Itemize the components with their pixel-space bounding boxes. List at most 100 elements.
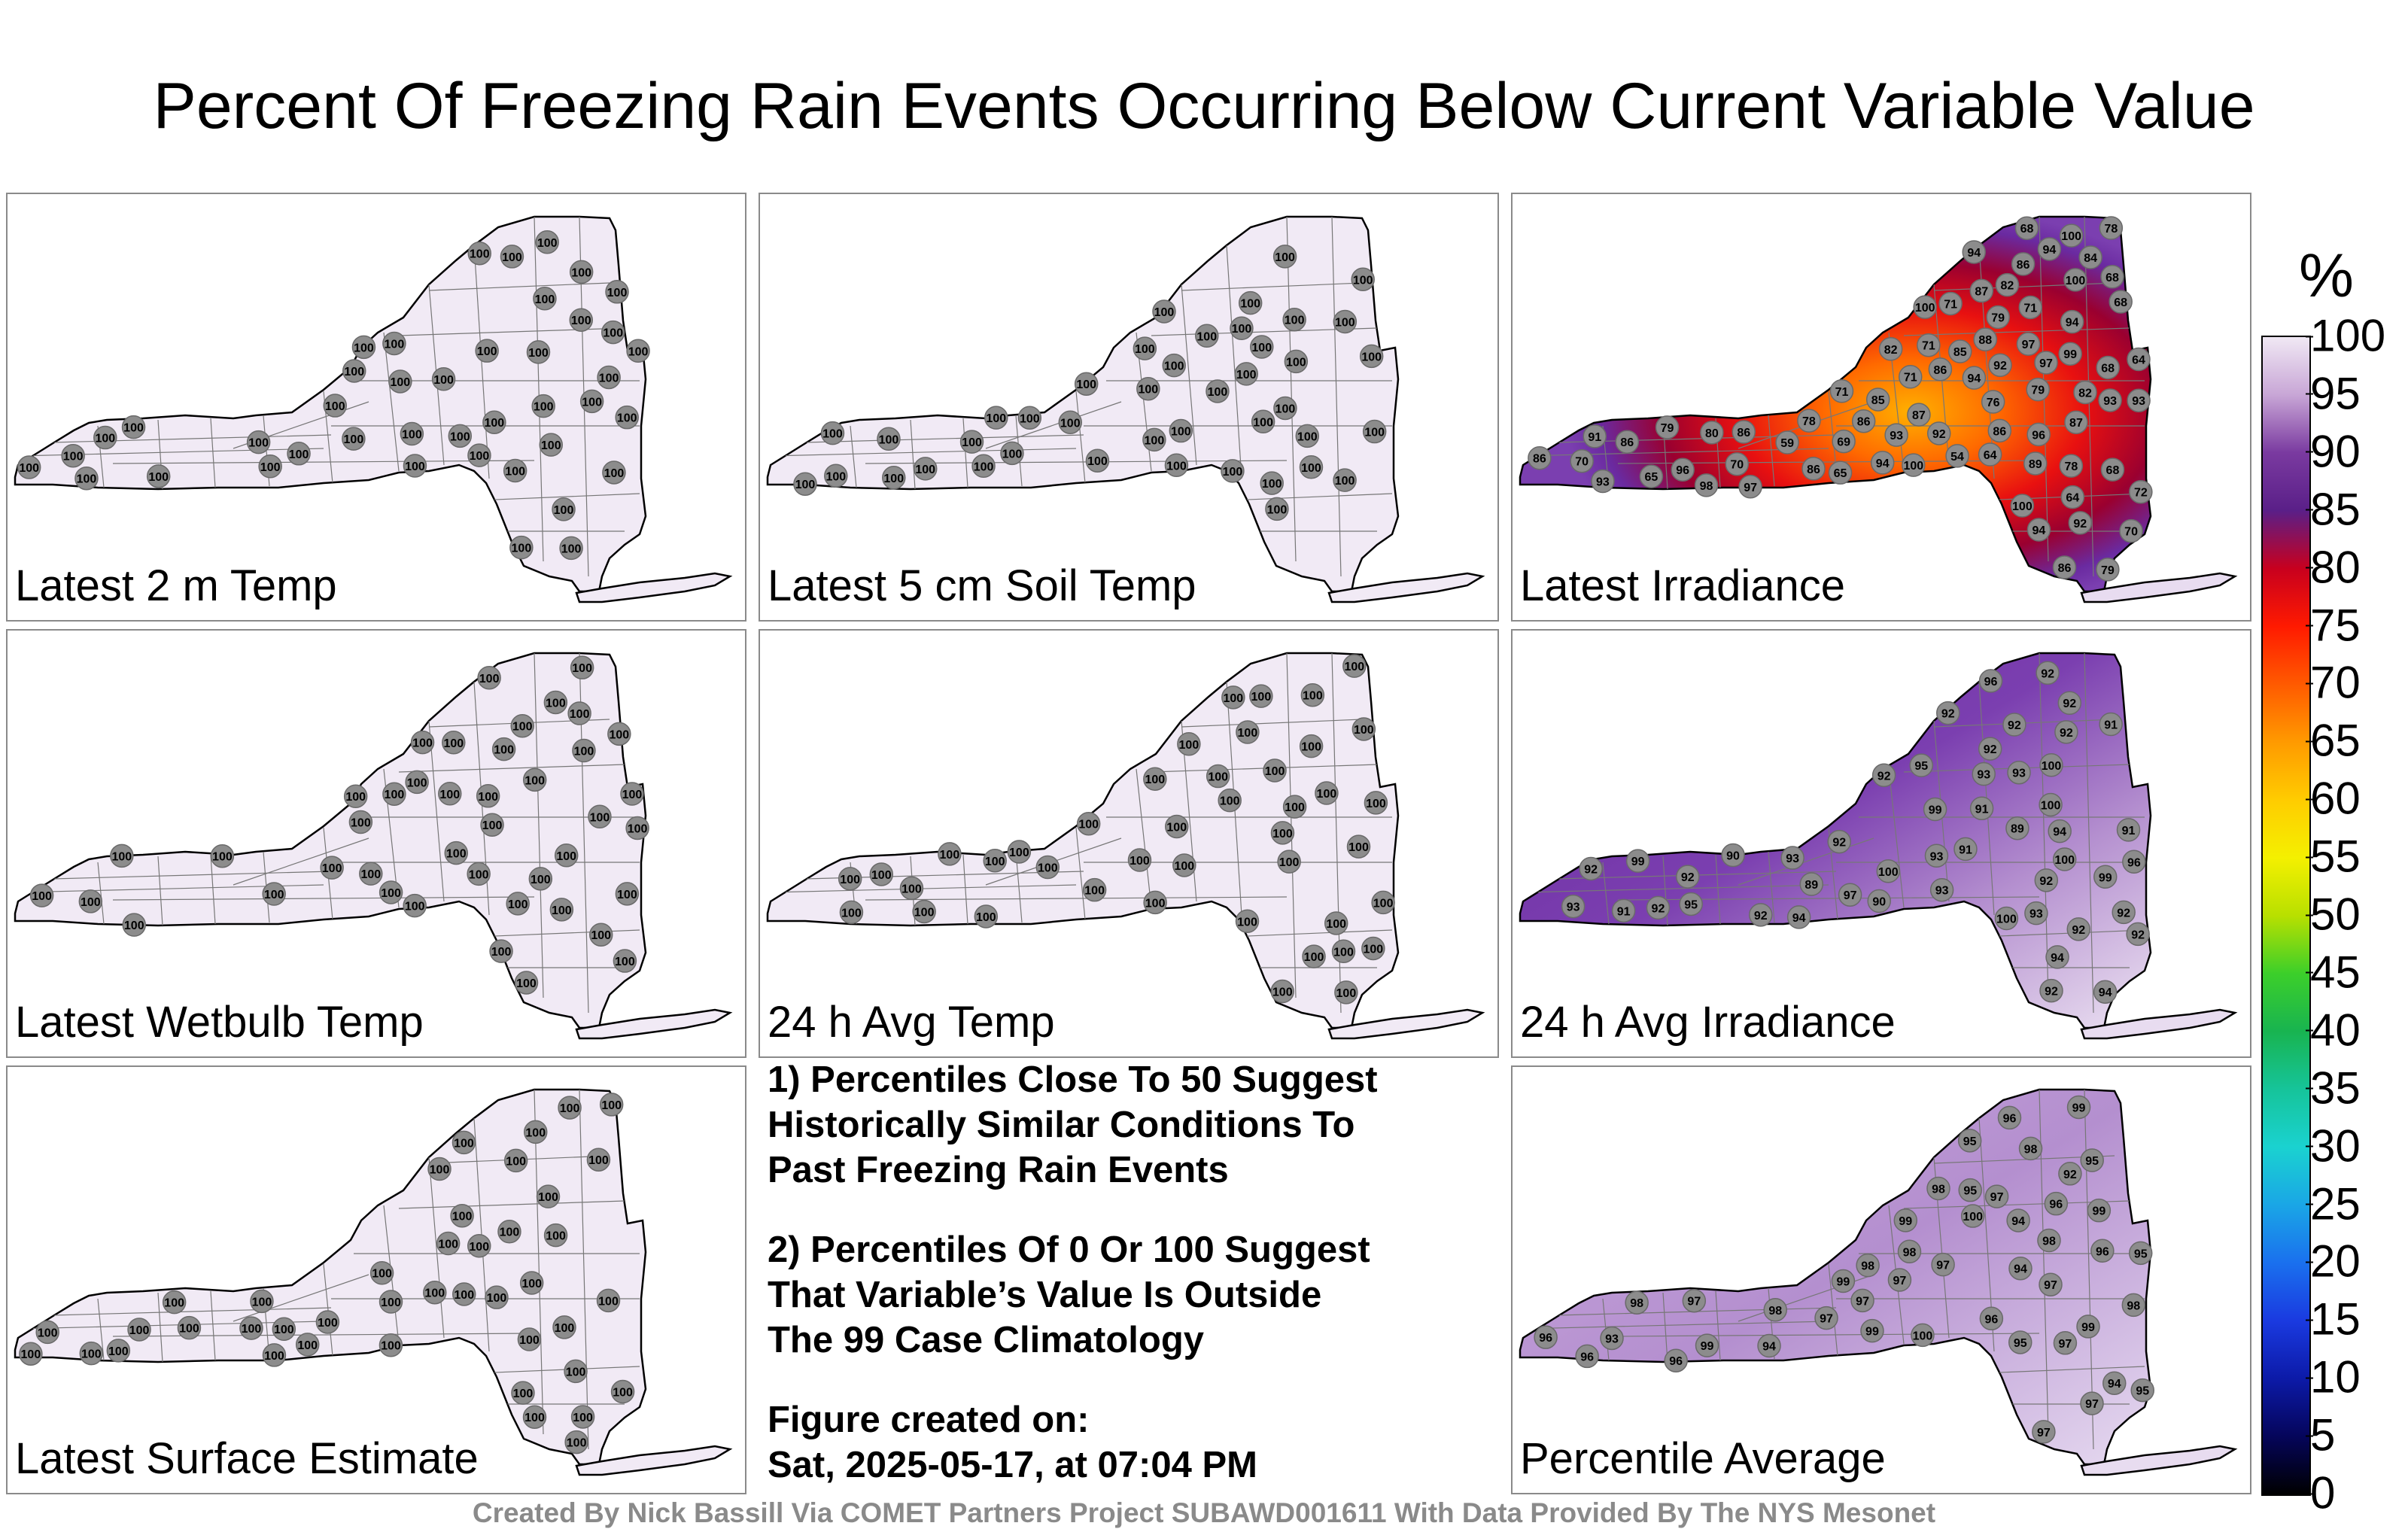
station-value: 100 (1272, 828, 1293, 840)
station-marker (1838, 883, 1862, 907)
station-marker (596, 1288, 621, 1313)
station-value: 100 (1251, 691, 1272, 704)
state-outline (14, 1088, 647, 1466)
station-marker (1979, 1306, 2004, 1331)
station-value: 100 (915, 464, 935, 476)
station-value: 100 (566, 1366, 586, 1378)
station-marker (323, 394, 348, 418)
ny-state-map: 9292918990929291929189909192929192939292… (1519, 652, 2238, 1040)
station-marker (2039, 753, 2063, 777)
station-marker (971, 454, 996, 479)
station-value: 93 (1567, 901, 1580, 914)
colorbar-tick-label: 10 (2306, 1351, 2361, 1403)
station-marker (511, 1381, 535, 1405)
station-marker (287, 442, 311, 466)
station-value: 100 (477, 345, 497, 358)
station-marker (1169, 418, 1193, 443)
station-value: 100 (469, 868, 489, 881)
station-value: 100 (63, 451, 84, 464)
station-marker (2127, 388, 2151, 412)
station-value: 97 (2044, 1279, 2057, 1292)
station-marker (554, 843, 579, 868)
station-value: 92 (2131, 929, 2145, 941)
station-marker (369, 1260, 394, 1285)
station-value: 100 (940, 849, 960, 862)
station-marker (522, 768, 547, 792)
station-marker (600, 320, 625, 345)
station-marker (1371, 890, 1395, 915)
station-marker (1962, 240, 1986, 264)
station-value: 100 (2054, 854, 2075, 867)
station-value: 70 (1575, 456, 1589, 469)
station-value: 71 (1944, 298, 1957, 311)
station-marker (262, 1343, 287, 1367)
station-marker (1177, 732, 1201, 756)
station-value: 95 (2014, 1337, 2027, 1350)
station-marker (1902, 453, 1926, 477)
station-value: 100 (1253, 416, 1273, 429)
station-value: 92 (1754, 910, 1768, 923)
station-marker (1801, 457, 1826, 481)
station-marker (1721, 843, 1745, 868)
station-marker (1664, 1348, 1688, 1372)
station-marker (295, 1333, 320, 1357)
station-marker (2037, 237, 2062, 261)
station-value: 100 (1240, 298, 1260, 311)
station-marker (882, 466, 906, 490)
station-value: 98 (2127, 1299, 2140, 1312)
station-marker (1725, 451, 1750, 476)
station-value: 92 (1652, 902, 1665, 915)
station-value: 97 (2022, 339, 2036, 351)
station-marker (423, 1280, 447, 1305)
station-value: 89 (1804, 879, 1818, 892)
station-marker (2045, 945, 2069, 969)
station-marker (451, 1130, 476, 1155)
station-value: 100 (248, 437, 269, 450)
station-marker (597, 365, 621, 390)
station-value: 100 (1084, 885, 1105, 898)
station-value: 79 (1661, 422, 1674, 435)
station-value: 100 (1301, 741, 1321, 754)
station-marker (1780, 846, 1804, 870)
station-marker (626, 339, 650, 363)
station-value: 100 (1275, 403, 1296, 415)
station-value: 80 (1705, 427, 1719, 440)
station-value: 100 (1373, 897, 1394, 910)
station-value: 100 (424, 1287, 445, 1300)
station-marker (1085, 448, 1110, 473)
station-marker (1364, 791, 1388, 815)
station-marker (1797, 409, 1821, 433)
station-value: 94 (2042, 244, 2056, 257)
station-marker (2002, 713, 2026, 737)
station-marker (1284, 349, 1309, 374)
station-marker (467, 862, 491, 886)
station-marker (1007, 840, 1032, 864)
station-value: 100 (242, 1323, 262, 1336)
station-value: 100 (590, 811, 610, 824)
station-value: 100 (385, 338, 405, 351)
station-value: 100 (1038, 862, 1058, 875)
station-marker (1972, 761, 1996, 786)
station-value: 99 (1837, 1276, 1850, 1289)
station-value: 100 (601, 1099, 622, 1112)
station-marker (517, 1327, 542, 1351)
station-value: 100 (2061, 230, 2081, 243)
station-value: 100 (381, 887, 401, 900)
colorbar (2261, 336, 2311, 1496)
station-value: 100 (1223, 692, 1243, 705)
station-value: 98 (2042, 1235, 2056, 1248)
station-value: 100 (1078, 819, 1099, 831)
station-marker (1973, 327, 1997, 351)
station-value: 100 (571, 315, 591, 327)
station-marker (1928, 357, 1953, 381)
station-marker (452, 1282, 476, 1306)
station-marker (1206, 764, 1230, 789)
station-marker (535, 230, 559, 254)
station-marker (838, 867, 862, 891)
station-value: 100 (1335, 475, 1355, 488)
station-marker (93, 425, 117, 450)
station-value: 97 (1893, 1275, 1907, 1287)
station-value: 78 (1802, 415, 1816, 428)
panel-label: Latest 5 cm Soil Temp (768, 561, 1196, 610)
station-marker (1234, 362, 1258, 386)
